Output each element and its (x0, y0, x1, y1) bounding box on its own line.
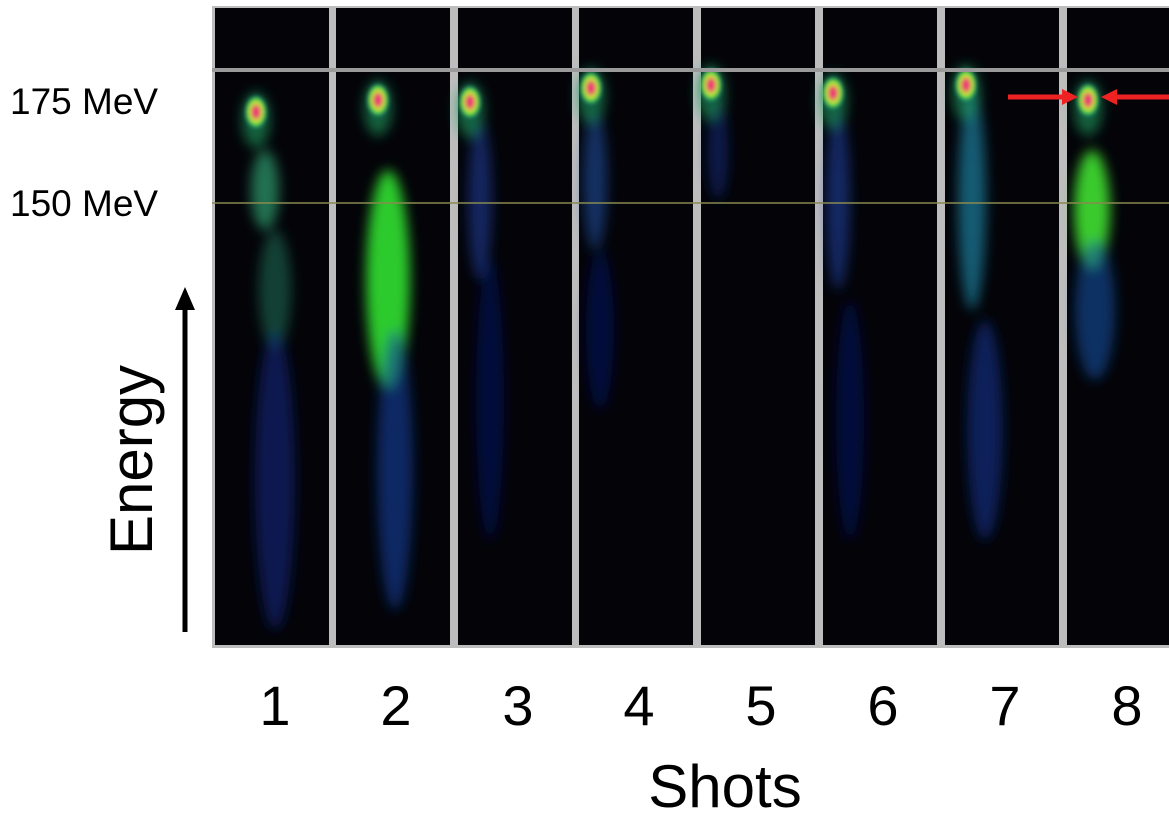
shot-labels: 1 2 3 4 5 6 7 8 (259, 674, 1142, 737)
spectrum-signal (364, 80, 413, 610)
spectrum-signal (577, 68, 614, 410)
signal-peak (954, 67, 978, 103)
signal-peak (366, 82, 390, 118)
signal-streak (255, 330, 295, 630)
signal-streak (259, 230, 291, 350)
signal-peak (579, 70, 603, 106)
signal-streak (1075, 240, 1115, 380)
shot-label: 7 (989, 674, 1020, 737)
signal-peak (699, 67, 723, 103)
shot-label: 4 (623, 674, 654, 737)
y-axis-label: Energy (98, 365, 165, 555)
signal-streak (468, 120, 492, 280)
energy-arrow (175, 287, 195, 632)
signal-streak (958, 90, 986, 310)
signal-peak (1076, 82, 1100, 118)
shot-label: 6 (867, 674, 898, 737)
signal-streak (377, 330, 413, 610)
signal-streak (1074, 150, 1110, 270)
signal-peak (821, 75, 845, 111)
pointer-arrows (1008, 89, 1169, 105)
spectrum-signal (456, 82, 504, 540)
shot-label: 2 (380, 674, 411, 737)
signal-streak (251, 150, 279, 230)
signal-streak (967, 320, 1003, 540)
signal-peak (458, 84, 482, 120)
x-axis-label: Shots (648, 753, 801, 813)
signal-streak (476, 260, 504, 540)
shot-label: 5 (745, 674, 776, 737)
signal-streak (583, 110, 607, 250)
signal-streak (708, 100, 728, 200)
energy-label: 150 MeV (10, 183, 158, 224)
shot-label: 1 (259, 674, 290, 737)
panels (215, 8, 1169, 645)
shot-label: 8 (1111, 674, 1142, 737)
energy-label: 175 MeV (10, 81, 158, 122)
signal-streak (836, 300, 864, 540)
signal-streak (586, 250, 614, 410)
signal-peak (244, 94, 268, 130)
signal-streak (826, 110, 850, 290)
shot-label: 3 (502, 674, 533, 737)
